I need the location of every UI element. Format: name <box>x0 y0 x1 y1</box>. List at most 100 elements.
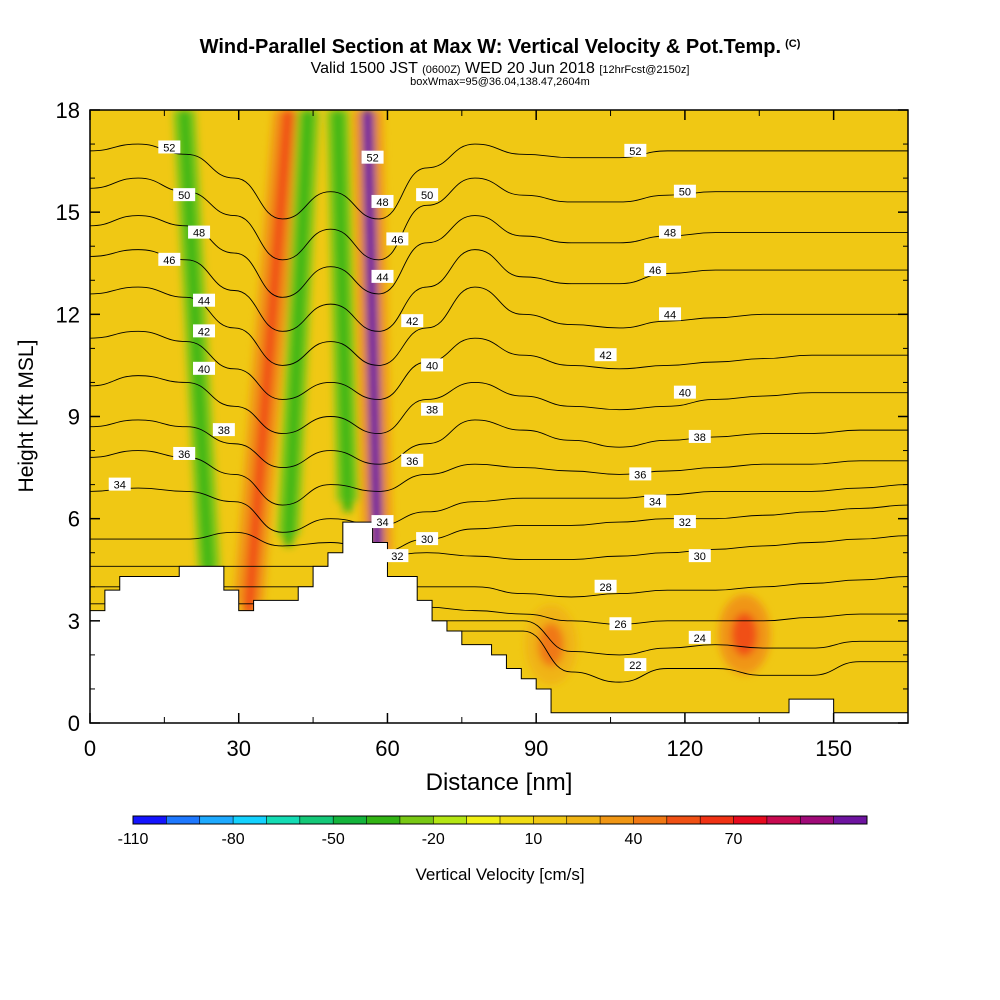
contour-label-box <box>594 348 617 362</box>
contour-label-box <box>188 225 211 239</box>
contour-label-text: 52 <box>629 146 641 158</box>
contour-label: 48 <box>659 225 682 240</box>
contour-label-text: 52 <box>366 153 378 165</box>
contour-label-box <box>371 515 394 529</box>
contour-label: 36 <box>401 453 424 468</box>
contour-label-box <box>644 494 667 508</box>
colorbar-tick-label: 70 <box>725 831 743 848</box>
contour-label-box <box>421 358 444 372</box>
colorbar-swatch <box>133 816 167 824</box>
contour-label-text: 46 <box>163 255 175 267</box>
contour-label-box <box>659 225 682 239</box>
y-tick-label: 12 <box>56 302 80 327</box>
contour-label-text: 38 <box>694 432 706 444</box>
contour-label: 40 <box>193 361 216 376</box>
contour-label: 30 <box>416 532 439 546</box>
contour-label: 50 <box>173 188 196 202</box>
contour-label-box <box>688 549 711 563</box>
contour-label-text: 34 <box>114 480 126 492</box>
velocity-core-0 <box>242 110 295 614</box>
contour-label-box <box>624 143 647 157</box>
chart-subtitle-2: boxWmax=95@36.04,138.47,2604m <box>410 76 590 88</box>
theta-contour-44 <box>90 286 908 366</box>
contour-label: 38 <box>421 402 444 417</box>
contour-label-text: 46 <box>649 265 661 277</box>
contour-label-box <box>212 423 235 437</box>
contour-label-box <box>386 232 409 246</box>
contour-label: 46 <box>644 263 667 277</box>
contour-label-text: 42 <box>198 326 210 338</box>
colorbar-swatch <box>233 816 267 824</box>
contour-label-box <box>609 617 632 631</box>
contour-labels: 52 52 52 50 50 50 48 48 48 46 46 46 44 44 44 42 42 42 40 40… <box>108 140 711 672</box>
contour-label-text: 48 <box>193 228 205 240</box>
contour-label: 38 <box>688 429 711 444</box>
contour-label-box <box>416 188 439 202</box>
contour-label: 44 <box>371 269 394 284</box>
theta-contour-34 <box>90 484 908 533</box>
y-axis-label: Height [Kft MSL] <box>15 340 38 493</box>
colorbar-swatch <box>199 816 234 824</box>
contour-label: 36 <box>173 446 196 461</box>
theta-contour-48 <box>90 215 908 298</box>
velocity-core-3 <box>283 110 313 546</box>
theta-contour-28 <box>90 576 908 598</box>
contour-label: 42 <box>193 324 216 338</box>
contour-label: 34 <box>371 515 394 529</box>
contour-label-box <box>673 184 696 198</box>
contour-label: 28 <box>594 579 617 594</box>
contour-label-text: 32 <box>679 517 691 529</box>
y-tick-label: 3 <box>68 609 80 634</box>
copyright-mark: (C) <box>785 38 801 50</box>
y-tick-label: 15 <box>56 200 80 225</box>
theta-contour-52 <box>90 143 908 220</box>
contour-label: 32 <box>673 515 696 529</box>
contour-label: 22 <box>624 658 647 672</box>
contour-label-text: 50 <box>178 190 190 202</box>
velocity-core-1 <box>361 110 384 563</box>
contour-label-box <box>624 658 647 672</box>
x-tick-label: 30 <box>226 736 250 761</box>
contour-label: 36 <box>629 467 652 481</box>
contour-label: 48 <box>371 194 394 209</box>
contour-label-box <box>193 293 216 307</box>
contour-label: 34 <box>644 494 667 509</box>
contour-label: 42 <box>401 314 424 328</box>
contour-label-text: 30 <box>694 551 706 563</box>
contour-label: 24 <box>688 630 711 645</box>
contour-label-text: 34 <box>376 517 388 529</box>
contour-label-text: 34 <box>649 497 661 509</box>
colorbar-tick-label: -20 <box>422 831 445 848</box>
contour-label-text: 30 <box>421 534 433 546</box>
colorbar-swatch <box>266 816 301 824</box>
contour-label-box <box>371 194 394 208</box>
contour-label: 40 <box>673 385 696 400</box>
x-tick-label: 120 <box>667 736 704 761</box>
colorbar-swatch <box>533 816 568 824</box>
contour-label-text: 24 <box>694 633 706 645</box>
colorbar-swatch <box>466 816 501 824</box>
colorbar-swatch <box>700 816 735 824</box>
contour-label-text: 32 <box>391 551 403 563</box>
contour-label-box <box>644 263 667 277</box>
contour-label-box <box>594 579 617 593</box>
colorbar-swatch <box>633 816 668 824</box>
contour-label-text: 40 <box>198 364 210 376</box>
colorbar-tick-label: -80 <box>222 831 245 848</box>
contour-label-box <box>386 549 409 563</box>
y-tick-label: 9 <box>68 405 80 430</box>
contour-label-box <box>629 467 652 481</box>
colorbar-tick-label: -50 <box>322 831 345 848</box>
contour-label-text: 50 <box>679 187 691 199</box>
contour-label-text: 52 <box>163 142 175 154</box>
contour-label-box <box>361 150 384 164</box>
contour-label: 34 <box>108 477 131 492</box>
lowlevel-core-6 <box>731 612 758 657</box>
contour-label-text: 36 <box>406 456 418 468</box>
contour-label-box <box>416 532 439 546</box>
contour-label-text: 44 <box>664 309 676 321</box>
contour-label-box <box>673 515 696 529</box>
terrain <box>89 521 909 724</box>
contour-label-text: 38 <box>426 405 438 417</box>
